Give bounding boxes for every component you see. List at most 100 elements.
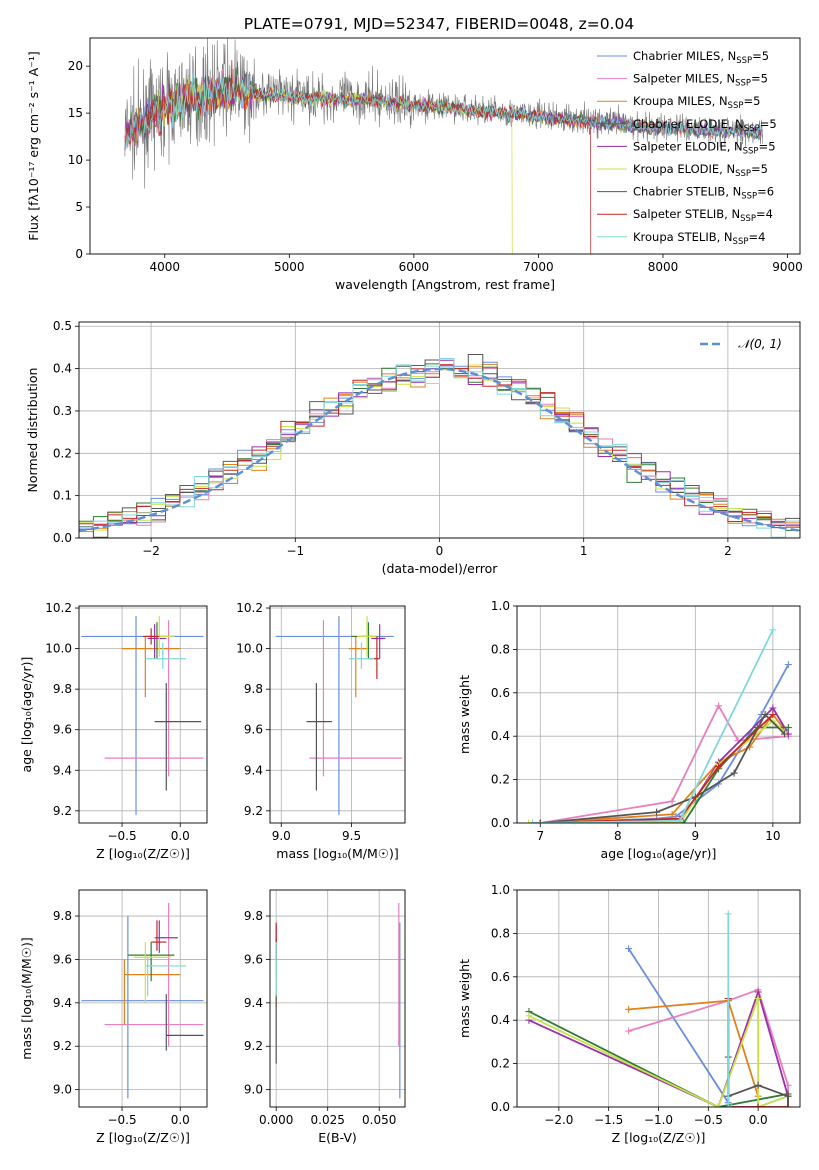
x-tick-label: −1.0 xyxy=(644,1113,673,1127)
y-tick-label: 9.6 xyxy=(244,952,263,966)
weight-marker xyxy=(625,1027,633,1035)
spectrum-legend: Chabrier MILES, NSSP=5 Salpeter MILES, NS… xyxy=(597,49,777,247)
axes-frame xyxy=(516,605,801,824)
x-tick-label: 0.050 xyxy=(362,1113,396,1127)
weight-marker xyxy=(769,626,777,634)
x-axis-label: E(B-V) xyxy=(318,1130,357,1145)
x-tick-label: 10 xyxy=(765,829,780,843)
weight-marker xyxy=(714,1103,722,1107)
weight-line xyxy=(727,913,732,1107)
x-tick-label: 0.0 xyxy=(171,1113,190,1127)
legend-label: Kroupa STELIB, NSSP=4 xyxy=(633,230,765,247)
x-tick-label: 0 xyxy=(436,544,444,558)
legend-label: Kroupa MILES, NSSP=5 xyxy=(633,94,760,111)
weight-marker xyxy=(784,661,792,669)
y-tick-label: 9.6 xyxy=(244,723,263,737)
axes-frame xyxy=(269,889,406,1108)
weight-marker xyxy=(761,711,769,718)
y-axis-label: mass weight xyxy=(457,959,472,1038)
legend-label: 𝒩(0, 1) xyxy=(738,337,782,351)
weight-marker xyxy=(724,910,732,918)
y-tick-label: 9.4 xyxy=(244,763,263,777)
legend-label: Chabrier STELIB, NSSP=6 xyxy=(633,185,774,202)
y-axis-label: Normed distribution xyxy=(25,368,40,493)
weight-marker xyxy=(754,1103,762,1107)
y-tick-label: 10.0 xyxy=(236,642,263,656)
y-tick-label: 9.0 xyxy=(53,1083,72,1097)
weight-marker xyxy=(529,819,537,823)
y-tick-label: 0.8 xyxy=(491,926,510,940)
x-axis-label: mass [log₁₀(M/M☉)] xyxy=(276,846,398,861)
y-tick-label: 0.0 xyxy=(491,816,510,830)
legend-label: Chabrier MILES, NSSP=5 xyxy=(633,49,769,66)
x-tick-label: 0.0 xyxy=(749,1113,768,1127)
residual-histogram xyxy=(79,358,800,538)
x-tick-label: 9 xyxy=(692,829,700,843)
residuals-panel: −2 −1 0 1 2 0.0 0.1 0.2 0.3 0.4 0.5 (data-model)/er… xyxy=(25,319,801,576)
y-tick-label: 10.2 xyxy=(45,601,72,615)
x-tick-label: 7 xyxy=(536,829,544,843)
y-tick-label: 15 xyxy=(68,106,83,120)
weight-marker xyxy=(724,1103,732,1107)
y-tick-label: 0.4 xyxy=(53,362,72,376)
y-tick-label: 0.0 xyxy=(491,1100,510,1114)
x-tick-label: 9.0 xyxy=(272,829,291,843)
weight-marker xyxy=(754,995,762,1002)
x-axis-label: wavelength [Angstrom, rest frame] xyxy=(335,277,555,292)
y-tick-label: 0.1 xyxy=(53,489,72,503)
legend-label: Salpeter MILES, NSSP=5 xyxy=(633,72,768,89)
weight-line xyxy=(540,712,786,823)
model-spectrum xyxy=(124,73,763,151)
weight-marker xyxy=(680,819,688,823)
x-axis-label: Z [log₁₀(Z/Z☉)] xyxy=(96,846,190,861)
weight-marker xyxy=(715,702,723,710)
weight-marker xyxy=(625,1005,633,1013)
y-tick-label: 10.0 xyxy=(45,642,72,656)
plot-area xyxy=(124,38,763,254)
weight-marker xyxy=(625,945,633,953)
y-axis-label: mass [log₁₀(M/M☉)] xyxy=(19,937,34,1059)
legend-label: Chabrier ELODIE, NSSP=5 xyxy=(633,117,777,134)
y-tick-label: 0.2 xyxy=(53,446,72,460)
mass-vs-metallicity-panel: −0.5 0.0 9.0 9.2 9.4 9.6 9.8 Z [log₁₀(Z/Z☉)] mas… xyxy=(19,889,208,1145)
x-axis-label: Z [log₁₀(Z/Z☉)] xyxy=(96,1130,190,1145)
y-tick-label: 9.0 xyxy=(244,1083,263,1097)
axes-frame xyxy=(516,889,801,1108)
weight-vs-metallicity-panel: −2.0 −1.5 −1.0 −0.5 0.0 0.0 0.2 0.4 0.6 0.8 1.0 Z [… xyxy=(457,883,801,1145)
x-tick-label: −0.5 xyxy=(107,829,136,843)
weight-line xyxy=(540,713,774,823)
weight-marker xyxy=(784,724,792,732)
x-tick-label: 5000 xyxy=(274,260,305,274)
y-tick-label: 0.4 xyxy=(491,1013,510,1027)
weight-line xyxy=(540,712,786,823)
y-tick-label: 9.4 xyxy=(53,996,72,1010)
weight-line xyxy=(540,706,790,823)
y-tick-label: 9.6 xyxy=(53,723,72,737)
plot-area xyxy=(81,903,204,1099)
y-tick-label: 20 xyxy=(68,59,83,73)
y-axis-label: mass weight xyxy=(457,675,472,754)
plot-area xyxy=(81,616,204,815)
y-tick-label: 0.8 xyxy=(491,642,510,656)
x-tick-label: −2.0 xyxy=(544,1113,573,1127)
x-tick-label: 9000 xyxy=(772,260,803,274)
figure-title: PLATE=0791, MJD=52347, FIBERID=0048, z=0… xyxy=(244,15,634,33)
x-tick-label: 6000 xyxy=(399,260,430,274)
x-tick-label: 8000 xyxy=(648,260,679,274)
weight-line xyxy=(540,703,789,823)
weight-marker xyxy=(676,817,684,823)
x-axis-label: Z [log₁₀(Z/Z☉)] xyxy=(612,1130,706,1145)
weight-marker xyxy=(754,1081,762,1089)
weight-marker xyxy=(653,808,661,816)
y-tick-label: 9.8 xyxy=(53,682,72,696)
y-tick-label: 9.8 xyxy=(244,909,263,923)
x-axis-label: (data-model)/error xyxy=(382,561,499,576)
y-tick-label: 5 xyxy=(75,200,83,214)
weight-marker xyxy=(769,704,777,712)
x-tick-label: −0.5 xyxy=(107,1113,136,1127)
weight-marker xyxy=(780,730,788,738)
weight-marker xyxy=(668,797,676,805)
weight-line xyxy=(532,629,774,823)
weight-marker xyxy=(730,769,738,777)
